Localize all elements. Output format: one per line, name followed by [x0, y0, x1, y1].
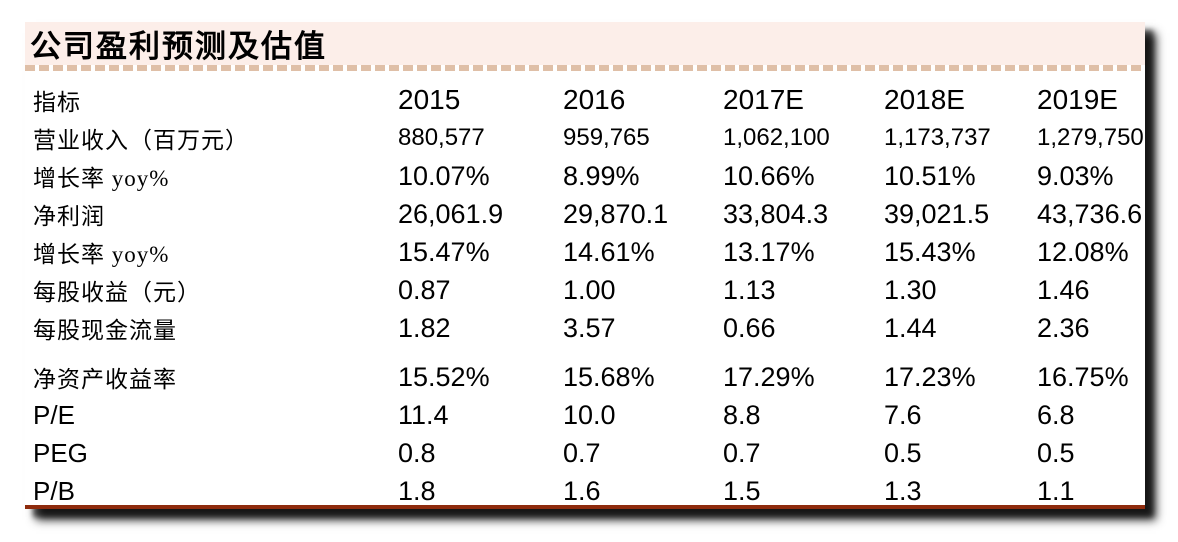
- cell-value: 1,062,100: [723, 124, 830, 151]
- cell-value: 16.75%: [1037, 361, 1129, 392]
- cell-value: 0.87: [398, 274, 451, 305]
- table-row: 增长率 yoy% 15.47% 14.61% 13.17% 15.43% 12.08%: [25, 233, 1145, 271]
- cell-value: 17.29%: [723, 361, 815, 392]
- cell-value: 2.36: [1037, 312, 1090, 343]
- row-label: P/E: [33, 399, 75, 430]
- cell-value: 1.8: [398, 475, 436, 506]
- cell-value: 26,061.9: [398, 198, 504, 229]
- forecast-table-body: 指标 2015 2016 2017E 2018E 2019E 营业收入（百万元） 880,57…: [25, 81, 1145, 509]
- cell-value: 1.6: [563, 475, 601, 506]
- profit-forecast-table: 公司盈利预测及估值 指标 2015 2016 2017E 2018E 2019E 营业收入（…: [25, 22, 1145, 509]
- cell-value: 0.66: [723, 312, 776, 343]
- table-row: PEG 0.8 0.7 0.7 0.5 0.5: [25, 434, 1145, 472]
- row-label: P/B: [33, 475, 75, 506]
- dashed-divider: [25, 65, 1145, 71]
- cell-value: 0.5: [884, 437, 922, 468]
- table-row: P/E 11.4 10.0 8.8 7.6 6.8: [25, 396, 1145, 434]
- row-label: 增长率 yoy%: [33, 242, 170, 267]
- cell-value: 17.23%: [884, 361, 976, 392]
- cell-value: 1.44: [884, 312, 937, 343]
- cell-value: 15.43%: [884, 236, 976, 267]
- row-label: 增长率 yoy%: [33, 166, 170, 191]
- cell-value: 15.52%: [398, 361, 490, 392]
- cell-value: 13.17%: [723, 236, 815, 267]
- cell-value: 0.5: [1037, 437, 1075, 468]
- header-year: 2015: [398, 84, 461, 115]
- table-row: 净利润 26,061.9 29,870.1 33,804.3 39,021.5 43,73…: [25, 195, 1145, 233]
- header-year: 2018E: [884, 84, 965, 115]
- bottom-border-line: [25, 505, 1145, 509]
- cell-value: 1.46: [1037, 274, 1090, 305]
- cell-value: 12.08%: [1037, 236, 1129, 267]
- cell-value: 8.8: [723, 399, 761, 430]
- table-header-row: 指标 2015 2016 2017E 2018E 2019E: [25, 81, 1145, 119]
- cell-value: 29,870.1: [563, 198, 669, 229]
- cell-value: 39,021.5: [884, 198, 990, 229]
- cell-value: 9.03%: [1037, 160, 1114, 191]
- cell-value: 0.7: [563, 437, 601, 468]
- cell-value: 1.30: [884, 274, 937, 305]
- cell-value: 15.47%: [398, 236, 490, 267]
- table-row: P/B 1.8 1.6 1.5 1.3 1.1: [25, 472, 1145, 509]
- cell-value: 8.99%: [563, 160, 640, 191]
- table-row: 营业收入（百万元） 880,577 959,765 1,062,100 1,173,73…: [25, 119, 1145, 157]
- cell-value: 7.6: [884, 399, 922, 430]
- cell-value: 0.7: [723, 437, 761, 468]
- cell-value: 10.0: [563, 399, 616, 430]
- table-row: 净资产收益率 15.52% 15.68% 17.29% 17.23% 16.75%: [25, 358, 1145, 396]
- cell-value: 0.8: [398, 437, 436, 468]
- table-row: 每股现金流量 1.82 3.57 0.66 1.44 2.36: [25, 309, 1145, 347]
- cell-value: 1.82: [398, 312, 451, 343]
- row-label: 营业收入（百万元）: [33, 128, 249, 153]
- cell-value: 6.8: [1037, 399, 1075, 430]
- cell-value: 959,765: [563, 124, 650, 151]
- header-year: 2016: [563, 84, 626, 115]
- table-row: 增长率 yoy% 10.07% 8.99% 10.66% 10.51% 9.03%: [25, 157, 1145, 195]
- cell-value: 33,804.3: [723, 198, 829, 229]
- cell-value: 1,173,737: [884, 124, 991, 151]
- cell-value: 1.1: [1037, 475, 1075, 506]
- cell-value: 15.68%: [563, 361, 655, 392]
- cell-value: 1.13: [723, 274, 776, 305]
- cell-value: 1.3: [884, 475, 922, 506]
- cell-value: 14.61%: [563, 236, 655, 267]
- row-label: 每股现金流量: [33, 318, 177, 343]
- cell-value: 10.07%: [398, 160, 490, 191]
- cell-value: 11.4: [398, 399, 449, 430]
- cell-value: 880,577: [398, 124, 485, 151]
- cell-value: 10.66%: [723, 160, 815, 191]
- table-title: 公司盈利预测及估值: [30, 29, 327, 64]
- header-metric-label: 指标: [33, 90, 81, 115]
- cell-value: 1.00: [563, 274, 616, 305]
- row-label: PEG: [33, 437, 88, 468]
- header-year: 2019E: [1037, 84, 1118, 115]
- cell-value: 3.57: [563, 312, 616, 343]
- cell-value: 1.5: [723, 475, 761, 506]
- row-label: 净利润: [33, 204, 105, 229]
- row-label: 净资产收益率: [33, 367, 177, 392]
- table-title-bar: 公司盈利预测及估值: [25, 22, 1145, 65]
- cell-value: 1,279,750: [1037, 124, 1144, 151]
- cell-value: 43,736.6: [1037, 198, 1143, 229]
- row-label: 每股收益（元）: [33, 280, 201, 305]
- table-row: 每股收益（元） 0.87 1.00 1.13 1.30 1.46: [25, 271, 1145, 309]
- header-year: 2017E: [723, 84, 804, 115]
- cell-value: 10.51%: [884, 160, 976, 191]
